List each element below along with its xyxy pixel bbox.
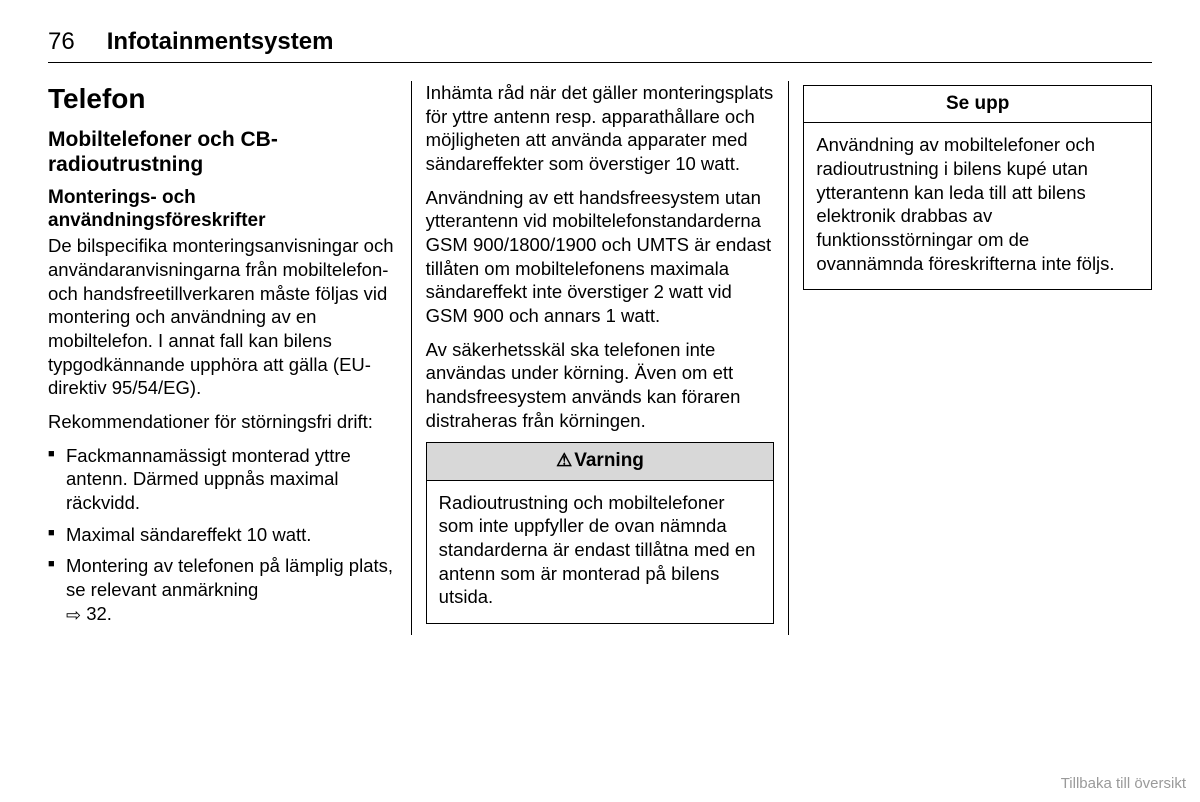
heading-monterings: Monterings- och användningsföreskrifter [48, 186, 397, 232]
warning-triangle-icon: ⚠ [556, 450, 572, 470]
content-columns: Telefon Mobiltelefoner och CB-radioutrus… [48, 81, 1152, 635]
recommendations-list: Fackmannamässigt monterad yttre antenn. … [48, 444, 397, 627]
caution-header: Se upp [804, 86, 1151, 123]
column-2: Inhämta råd när det gäller monteringspla… [411, 81, 789, 635]
caution-body: Användning av mobiltelefoner och radiout… [804, 123, 1151, 289]
warning-box: ⚠Varning Radioutrustning och mobiltelefo… [426, 442, 775, 624]
crossref-page: 32. [86, 603, 112, 624]
column-1: Telefon Mobiltelefoner och CB-radioutrus… [48, 81, 411, 635]
section-title: Infotainmentsystem [107, 28, 334, 56]
para-handsfree: Användning av ett handsfreesystem utan y… [426, 186, 775, 328]
para-instructions: De bilspecifika monteringsanvisningar oc… [48, 234, 397, 400]
para-safety: Av säkerhetsskäl ska telefonen inte anvä… [426, 338, 775, 433]
page-header: 76 Infotainmentsystem [48, 28, 1152, 63]
list-item: Montering av telefonen på lämplig plats,… [48, 554, 397, 626]
para-recommendations-intro: Rekommendationer för störningsfri drift: [48, 410, 397, 434]
page-number: 76 [48, 28, 75, 56]
warning-body: Radioutrustning och mobiltelefoner som i… [427, 481, 774, 623]
heading-telefon: Telefon [48, 81, 397, 117]
list-item: Maximal sändareffekt 10 watt. [48, 523, 397, 547]
list-item: Fackmannamässigt monterad yttre antenn. … [48, 444, 397, 515]
list-item-text: Montering av telefonen på lämplig plats,… [66, 555, 393, 600]
warning-title: Varning [574, 450, 644, 471]
crossref-arrow-icon: ⇨ [66, 604, 81, 627]
manual-page: 76 Infotainmentsystem Telefon Mobiltelef… [0, 0, 1200, 635]
warning-header: ⚠Varning [427, 443, 774, 480]
back-to-overview-link[interactable]: Tillbaka till översikt [1061, 775, 1186, 792]
caution-box: Se upp Användning av mobiltelefoner och … [803, 85, 1152, 290]
para-advice: Inhämta råd när det gäller monteringspla… [426, 81, 775, 176]
heading-mobil-cb: Mobiltelefoner och CB-radioutrustning [48, 127, 397, 178]
column-3: Se upp Användning av mobiltelefoner och … [788, 81, 1152, 635]
